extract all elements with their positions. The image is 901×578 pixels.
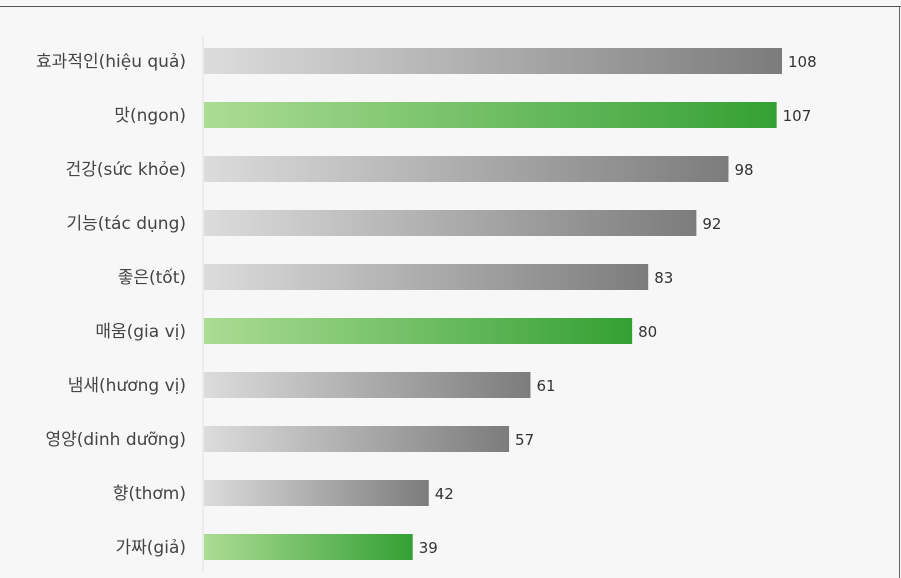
bar bbox=[204, 480, 429, 506]
value-label: 83 bbox=[654, 269, 673, 287]
category-label: 건강(sức khỏe) bbox=[66, 160, 186, 180]
value-label: 61 bbox=[536, 377, 555, 395]
bar bbox=[204, 372, 531, 398]
bar bbox=[204, 264, 649, 290]
value-label: 108 bbox=[788, 53, 817, 71]
category-label: 효과적인(hiệu quả) bbox=[36, 52, 186, 72]
bar bbox=[204, 102, 777, 128]
value-label: 98 bbox=[734, 161, 753, 179]
category-label: 향(thơm) bbox=[113, 484, 186, 504]
category-label: 매움(gia vị) bbox=[95, 322, 186, 342]
value-label: 80 bbox=[638, 323, 657, 341]
category-label: 냄새(hương vị) bbox=[68, 376, 186, 396]
category-label: 좋은(tốt) bbox=[118, 267, 186, 288]
right-border bbox=[899, 6, 900, 578]
bar bbox=[204, 426, 510, 452]
value-label: 92 bbox=[702, 215, 721, 233]
bar bbox=[204, 534, 413, 560]
bar bbox=[204, 210, 697, 236]
bar bbox=[204, 156, 729, 182]
bar bbox=[204, 318, 633, 344]
category-label: 영양(dinh dưỡng) bbox=[45, 430, 186, 450]
category-label: 가짜(giả) bbox=[116, 538, 186, 558]
category-label: 기능(tác dụng) bbox=[66, 214, 186, 234]
top-border bbox=[0, 6, 901, 7]
bars-group: 효과적인(hiệu quả) 108 맛(ngon) 107 건강(sức khỏe) 9… bbox=[36, 48, 817, 560]
value-label: 39 bbox=[419, 539, 438, 557]
value-label: 42 bbox=[435, 485, 454, 503]
value-label: 57 bbox=[515, 431, 534, 449]
value-label: 107 bbox=[783, 107, 812, 125]
bar bbox=[204, 48, 782, 74]
category-label: 맛(ngon) bbox=[114, 106, 186, 126]
